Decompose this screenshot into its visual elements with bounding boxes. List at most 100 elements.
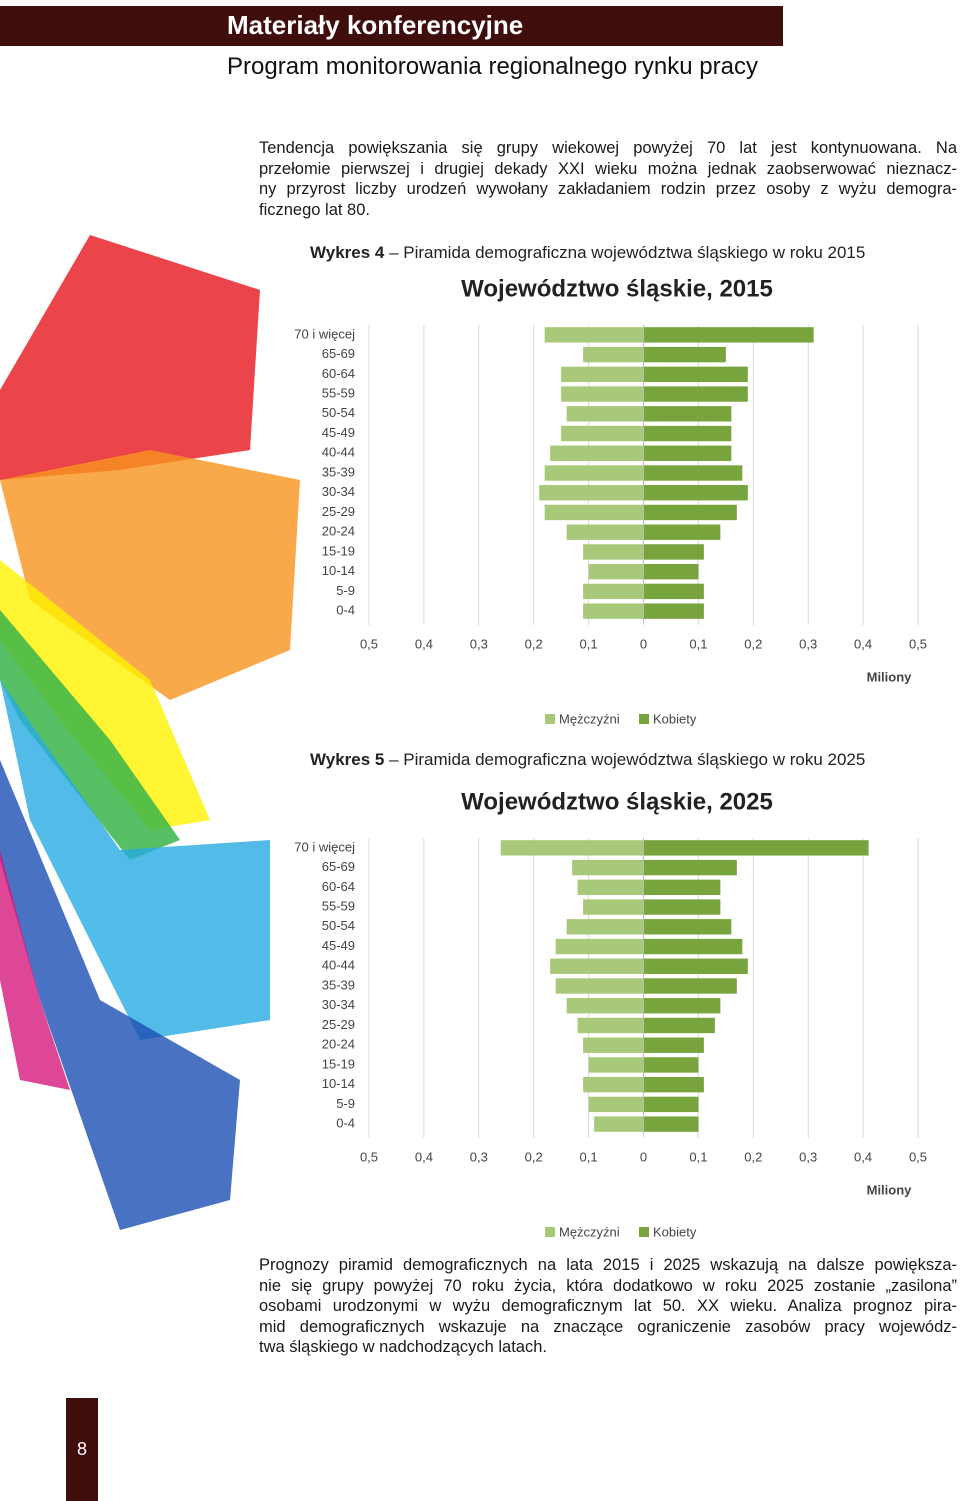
y-tick-label: 70 i więcej bbox=[294, 839, 355, 854]
bar bbox=[643, 958, 748, 974]
legend-swatch bbox=[545, 714, 555, 724]
bar bbox=[643, 544, 704, 560]
bar bbox=[643, 563, 699, 580]
y-tick-label: 15-19 bbox=[322, 543, 355, 558]
y-tick-label: 0-4 bbox=[336, 1116, 355, 1131]
y-tick-label: 55-59 bbox=[322, 899, 355, 914]
text-line: nie się grupy powyżej 70 roku życia, któ… bbox=[259, 1276, 957, 1295]
chart-title: Województwo śląskie, 2015 bbox=[461, 275, 773, 302]
bar bbox=[643, 859, 737, 876]
text-line: twa śląskiego w nadchodzących latach. bbox=[259, 1338, 547, 1357]
x-tick-label: 0,2 bbox=[525, 1149, 543, 1164]
caption-text: – Piramida demograficzna województwa ślą… bbox=[389, 243, 866, 262]
bar bbox=[643, 1057, 699, 1073]
y-tick-label: 30-34 bbox=[322, 997, 355, 1012]
y-tick-label: 20-24 bbox=[322, 524, 355, 539]
text-line: osobami urodzonymi w wyżu demograficznym… bbox=[259, 1297, 957, 1316]
text-line: mid demograficznych wskazuje na znaczące… bbox=[259, 1317, 957, 1336]
y-tick-label: 45-49 bbox=[322, 938, 355, 953]
y-tick-label: 65-69 bbox=[322, 346, 355, 361]
y-tick-label: 20-24 bbox=[322, 1037, 355, 1052]
y-tick-label: 60-64 bbox=[322, 879, 355, 894]
bar bbox=[643, 1096, 699, 1113]
bar bbox=[555, 938, 644, 955]
header-subtitle: Program monitorowania regionalnego rynku… bbox=[227, 53, 758, 80]
bar bbox=[500, 840, 644, 856]
y-tick-label: 45-49 bbox=[322, 425, 355, 440]
x-tick-label: 0,5 bbox=[360, 1149, 378, 1164]
bar bbox=[583, 899, 644, 915]
x-tick-label: 0,4 bbox=[415, 1149, 433, 1164]
y-tick-label: 65-69 bbox=[322, 859, 355, 874]
bar bbox=[577, 879, 644, 896]
caption-label: Wykres 5 bbox=[310, 750, 385, 769]
decoration bbox=[0, 235, 300, 1230]
x-tick-label: 0,2 bbox=[744, 1149, 762, 1164]
bar bbox=[643, 840, 869, 856]
text-line: ny przyrost liczby urodzeń wywołany zakł… bbox=[259, 180, 957, 199]
x-tick-label: 0,2 bbox=[744, 636, 762, 651]
bar bbox=[643, 406, 732, 422]
bar bbox=[566, 524, 644, 540]
bar bbox=[643, 504, 737, 521]
header-title: Materiały konferencyjne bbox=[227, 10, 524, 40]
bar bbox=[561, 386, 644, 402]
page-number: 8 bbox=[66, 1398, 98, 1501]
y-tick-label: 10-14 bbox=[322, 1076, 355, 1091]
bar bbox=[643, 583, 704, 600]
legend-swatch bbox=[639, 714, 649, 724]
x-tick-label: 0,5 bbox=[360, 636, 378, 651]
x-tick-label: 0 bbox=[640, 636, 647, 651]
header-bar bbox=[0, 6, 783, 46]
bar bbox=[583, 1076, 644, 1093]
bar bbox=[643, 938, 743, 955]
legend-swatch bbox=[639, 1227, 649, 1237]
bar bbox=[643, 465, 743, 481]
x-tick-label: 0,4 bbox=[854, 636, 872, 651]
y-tick-label: 35-39 bbox=[322, 464, 355, 479]
y-tick-label: 0-4 bbox=[336, 603, 355, 618]
bar bbox=[643, 524, 721, 540]
x-tick-label: 0,3 bbox=[470, 636, 488, 651]
y-tick-label: 35-39 bbox=[322, 977, 355, 992]
x-tick-label: 0,5 bbox=[909, 1149, 927, 1164]
x-tick-label: 0,4 bbox=[415, 636, 433, 651]
paragraph: Tendencja powiększania się grupy wiekowe… bbox=[259, 138, 957, 220]
bar bbox=[583, 583, 644, 600]
bar bbox=[643, 998, 721, 1014]
x-tick-label: 0 bbox=[640, 1149, 647, 1164]
x-tick-label: 0,1 bbox=[689, 1149, 707, 1164]
bar bbox=[643, 879, 721, 896]
y-tick-label: 10-14 bbox=[322, 563, 355, 578]
bar bbox=[643, 1037, 704, 1053]
bar bbox=[566, 919, 644, 935]
paragraph: Prognozy piramid demograficznych na lata… bbox=[259, 1255, 957, 1358]
legend-label: Mężczyźni bbox=[559, 1224, 620, 1239]
bar bbox=[643, 445, 732, 461]
x-tick-label: 0,3 bbox=[799, 1149, 817, 1164]
bar bbox=[643, 425, 732, 442]
bar bbox=[561, 425, 644, 442]
legend-swatch bbox=[545, 1227, 555, 1237]
y-tick-label: 30-34 bbox=[322, 484, 355, 499]
y-tick-label: 50-54 bbox=[322, 405, 355, 420]
bar bbox=[550, 445, 644, 461]
chart: Województwo śląskie, 2015 0,5 0,4 0,3 0,2 0,1… bbox=[294, 275, 927, 726]
bar bbox=[561, 366, 644, 383]
bar bbox=[643, 485, 748, 501]
bar bbox=[643, 366, 748, 383]
bar bbox=[544, 465, 644, 481]
bar bbox=[583, 544, 644, 560]
x-tick-label: 0,3 bbox=[470, 1149, 488, 1164]
y-tick-label: 40-44 bbox=[322, 445, 355, 460]
y-tick-label: 70 i więcej bbox=[294, 326, 355, 341]
x-tick-label: 0,3 bbox=[799, 636, 817, 651]
bar bbox=[555, 978, 644, 994]
bar bbox=[566, 406, 644, 422]
bar bbox=[588, 1057, 644, 1073]
bar bbox=[539, 485, 644, 501]
y-tick-label: 60-64 bbox=[322, 366, 355, 381]
caption-label: Wykres 4 bbox=[310, 243, 385, 262]
y-tick-label: 25-29 bbox=[322, 1017, 355, 1032]
